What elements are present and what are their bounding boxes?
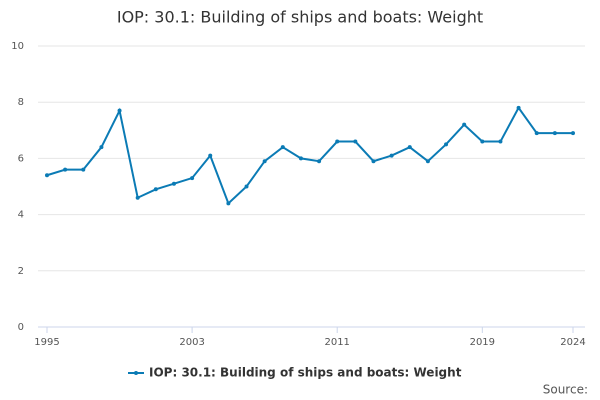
y-tick-label: 8 xyxy=(18,97,24,108)
line xyxy=(46,105,573,206)
point xyxy=(498,139,503,144)
y-tick-label: 6 xyxy=(18,153,24,164)
point xyxy=(480,139,485,144)
point xyxy=(135,195,140,200)
point xyxy=(571,131,575,136)
y-tick-label: 4 xyxy=(18,210,24,221)
point xyxy=(371,159,376,164)
point xyxy=(335,139,340,144)
point xyxy=(190,176,195,181)
point xyxy=(353,139,358,144)
y-tick-label: 2 xyxy=(18,266,24,277)
point xyxy=(552,131,557,136)
x-tick-label: 2024 xyxy=(560,337,585,348)
point xyxy=(389,153,394,158)
point xyxy=(45,173,49,178)
point xyxy=(444,142,449,147)
point xyxy=(208,153,213,158)
point xyxy=(171,181,176,186)
point xyxy=(317,159,322,164)
x-tick-label: 2011 xyxy=(324,337,349,348)
point xyxy=(244,184,249,189)
x-tick-label: 2003 xyxy=(179,337,204,348)
legend-label: IOP: 30.1: Building of ships and boats: … xyxy=(149,366,462,380)
point xyxy=(407,145,412,150)
x-tick-label: 2019 xyxy=(470,337,495,348)
point xyxy=(117,108,122,113)
point xyxy=(63,167,68,172)
chart-title: IOP: 30.1: Building of ships and boats: … xyxy=(117,8,483,27)
point xyxy=(298,156,303,161)
point xyxy=(516,105,521,110)
point xyxy=(462,122,467,127)
x-tick-label: 1995 xyxy=(34,337,59,348)
y-tick-label: 10 xyxy=(11,41,24,52)
source: Source: xyxy=(543,383,588,397)
point xyxy=(226,201,231,206)
legend-marker xyxy=(134,371,138,375)
point xyxy=(425,159,430,164)
point xyxy=(262,159,267,164)
point xyxy=(81,167,86,172)
point xyxy=(534,131,539,136)
point xyxy=(99,145,104,150)
point xyxy=(280,145,285,150)
y-tick-label: 0 xyxy=(18,322,24,333)
point xyxy=(153,187,158,192)
